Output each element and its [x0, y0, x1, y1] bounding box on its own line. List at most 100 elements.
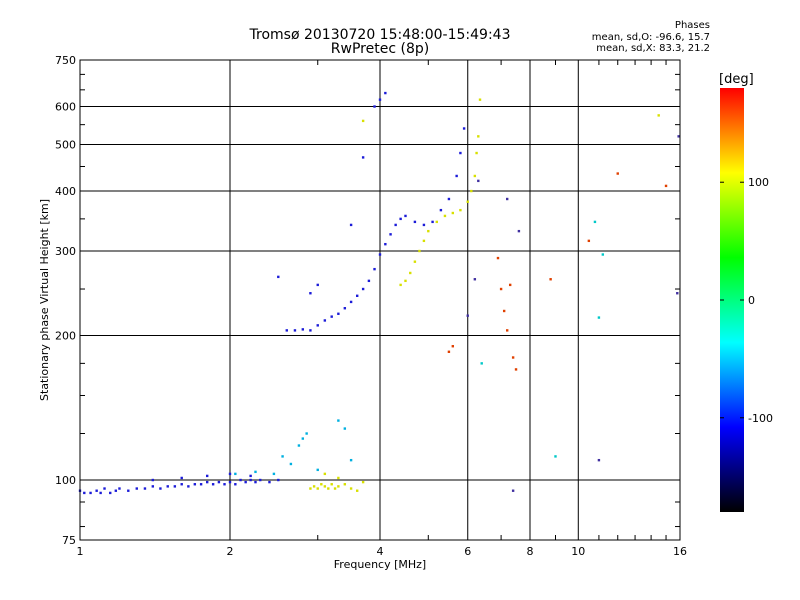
data-point — [597, 316, 601, 319]
data-point — [422, 223, 426, 227]
data-point — [330, 483, 333, 486]
data-point — [459, 208, 462, 212]
data-point — [399, 283, 402, 287]
data-point — [272, 472, 276, 476]
x-tick-label: 2 — [227, 545, 234, 558]
data-point — [343, 427, 347, 430]
data-point — [343, 483, 347, 486]
data-point — [337, 312, 340, 315]
data-point — [373, 267, 376, 271]
y-tick-label: 500 — [55, 139, 76, 152]
data-point — [297, 444, 301, 447]
x-axis-label: Frequency [MHz] — [334, 558, 426, 571]
data-point — [451, 345, 455, 348]
data-point — [180, 483, 183, 486]
data-point — [470, 189, 473, 193]
colorbar-tick-label: 0 — [748, 294, 755, 307]
data-point — [554, 455, 557, 458]
data-point — [289, 462, 293, 466]
data-point — [404, 214, 407, 218]
data-point — [323, 472, 327, 476]
y-tick-label: 750 — [55, 54, 76, 67]
data-point — [447, 197, 451, 201]
data-point — [309, 487, 312, 490]
data-point — [477, 135, 480, 138]
data-point — [349, 458, 353, 462]
data-point — [361, 480, 365, 484]
data-point — [549, 278, 552, 281]
x-tick-label: 16 — [673, 545, 687, 558]
data-point — [337, 485, 340, 488]
data-point — [378, 98, 382, 101]
data-point — [409, 271, 412, 275]
data-point — [151, 478, 155, 482]
data-point — [309, 292, 312, 295]
data-point — [199, 483, 203, 486]
data-point — [114, 489, 118, 492]
data-point — [427, 229, 430, 233]
x-tick-label: 8 — [527, 545, 534, 558]
data-point — [285, 329, 288, 332]
data-point — [293, 329, 297, 332]
data-point — [320, 483, 323, 486]
data-point — [268, 480, 271, 484]
data-point — [205, 480, 209, 484]
stats-o-mode: mean, sd,O: -96.6, 15.7 — [591, 32, 710, 43]
data-point — [657, 114, 660, 117]
data-point — [473, 174, 477, 178]
data-point — [180, 476, 183, 480]
x-tick-label: 1 — [77, 545, 84, 558]
data-point — [480, 362, 483, 365]
chart-subtitle: RwPretec (8p) — [330, 41, 430, 57]
data-point — [337, 419, 340, 422]
data-point — [349, 487, 353, 490]
data-point — [587, 239, 591, 243]
data-point — [343, 307, 347, 310]
x-tick-label: 6 — [464, 545, 471, 558]
y-tick-label: 300 — [55, 245, 76, 258]
data-point — [384, 242, 387, 246]
data-point — [135, 487, 138, 490]
data-point — [89, 491, 92, 495]
data-point — [277, 478, 280, 482]
data-point — [151, 485, 155, 488]
data-point — [361, 119, 365, 123]
data-point — [349, 300, 353, 304]
data-point — [443, 214, 447, 218]
data-point — [404, 279, 407, 283]
data-point — [103, 487, 106, 490]
data-point — [505, 197, 509, 201]
data-point — [244, 480, 247, 484]
data-point — [254, 470, 257, 474]
data-point — [127, 489, 130, 492]
data-point — [367, 279, 371, 283]
data-point — [466, 314, 469, 317]
data-point — [305, 432, 308, 435]
data-point — [316, 468, 319, 472]
data-point — [277, 275, 280, 279]
data-point — [223, 483, 226, 486]
data-point — [217, 480, 221, 484]
data-point — [301, 328, 305, 331]
plot-frame — [79, 59, 681, 541]
data-point — [597, 458, 601, 462]
data-point — [399, 217, 402, 221]
data-point — [517, 229, 521, 233]
data-point — [677, 135, 680, 138]
data-point — [281, 455, 284, 458]
data-point — [323, 485, 327, 488]
data-point — [337, 476, 340, 480]
data-point — [228, 480, 232, 484]
data-point — [323, 319, 327, 322]
data-point — [254, 480, 257, 484]
data-point — [211, 483, 215, 486]
data-point — [99, 491, 102, 495]
data-point — [83, 491, 86, 495]
data-point — [327, 487, 330, 490]
data-point — [466, 200, 469, 203]
data-point — [431, 220, 434, 224]
data-point — [259, 478, 262, 482]
data-point — [361, 156, 365, 159]
y-tick-label: 200 — [55, 330, 76, 343]
data-point — [447, 350, 451, 353]
